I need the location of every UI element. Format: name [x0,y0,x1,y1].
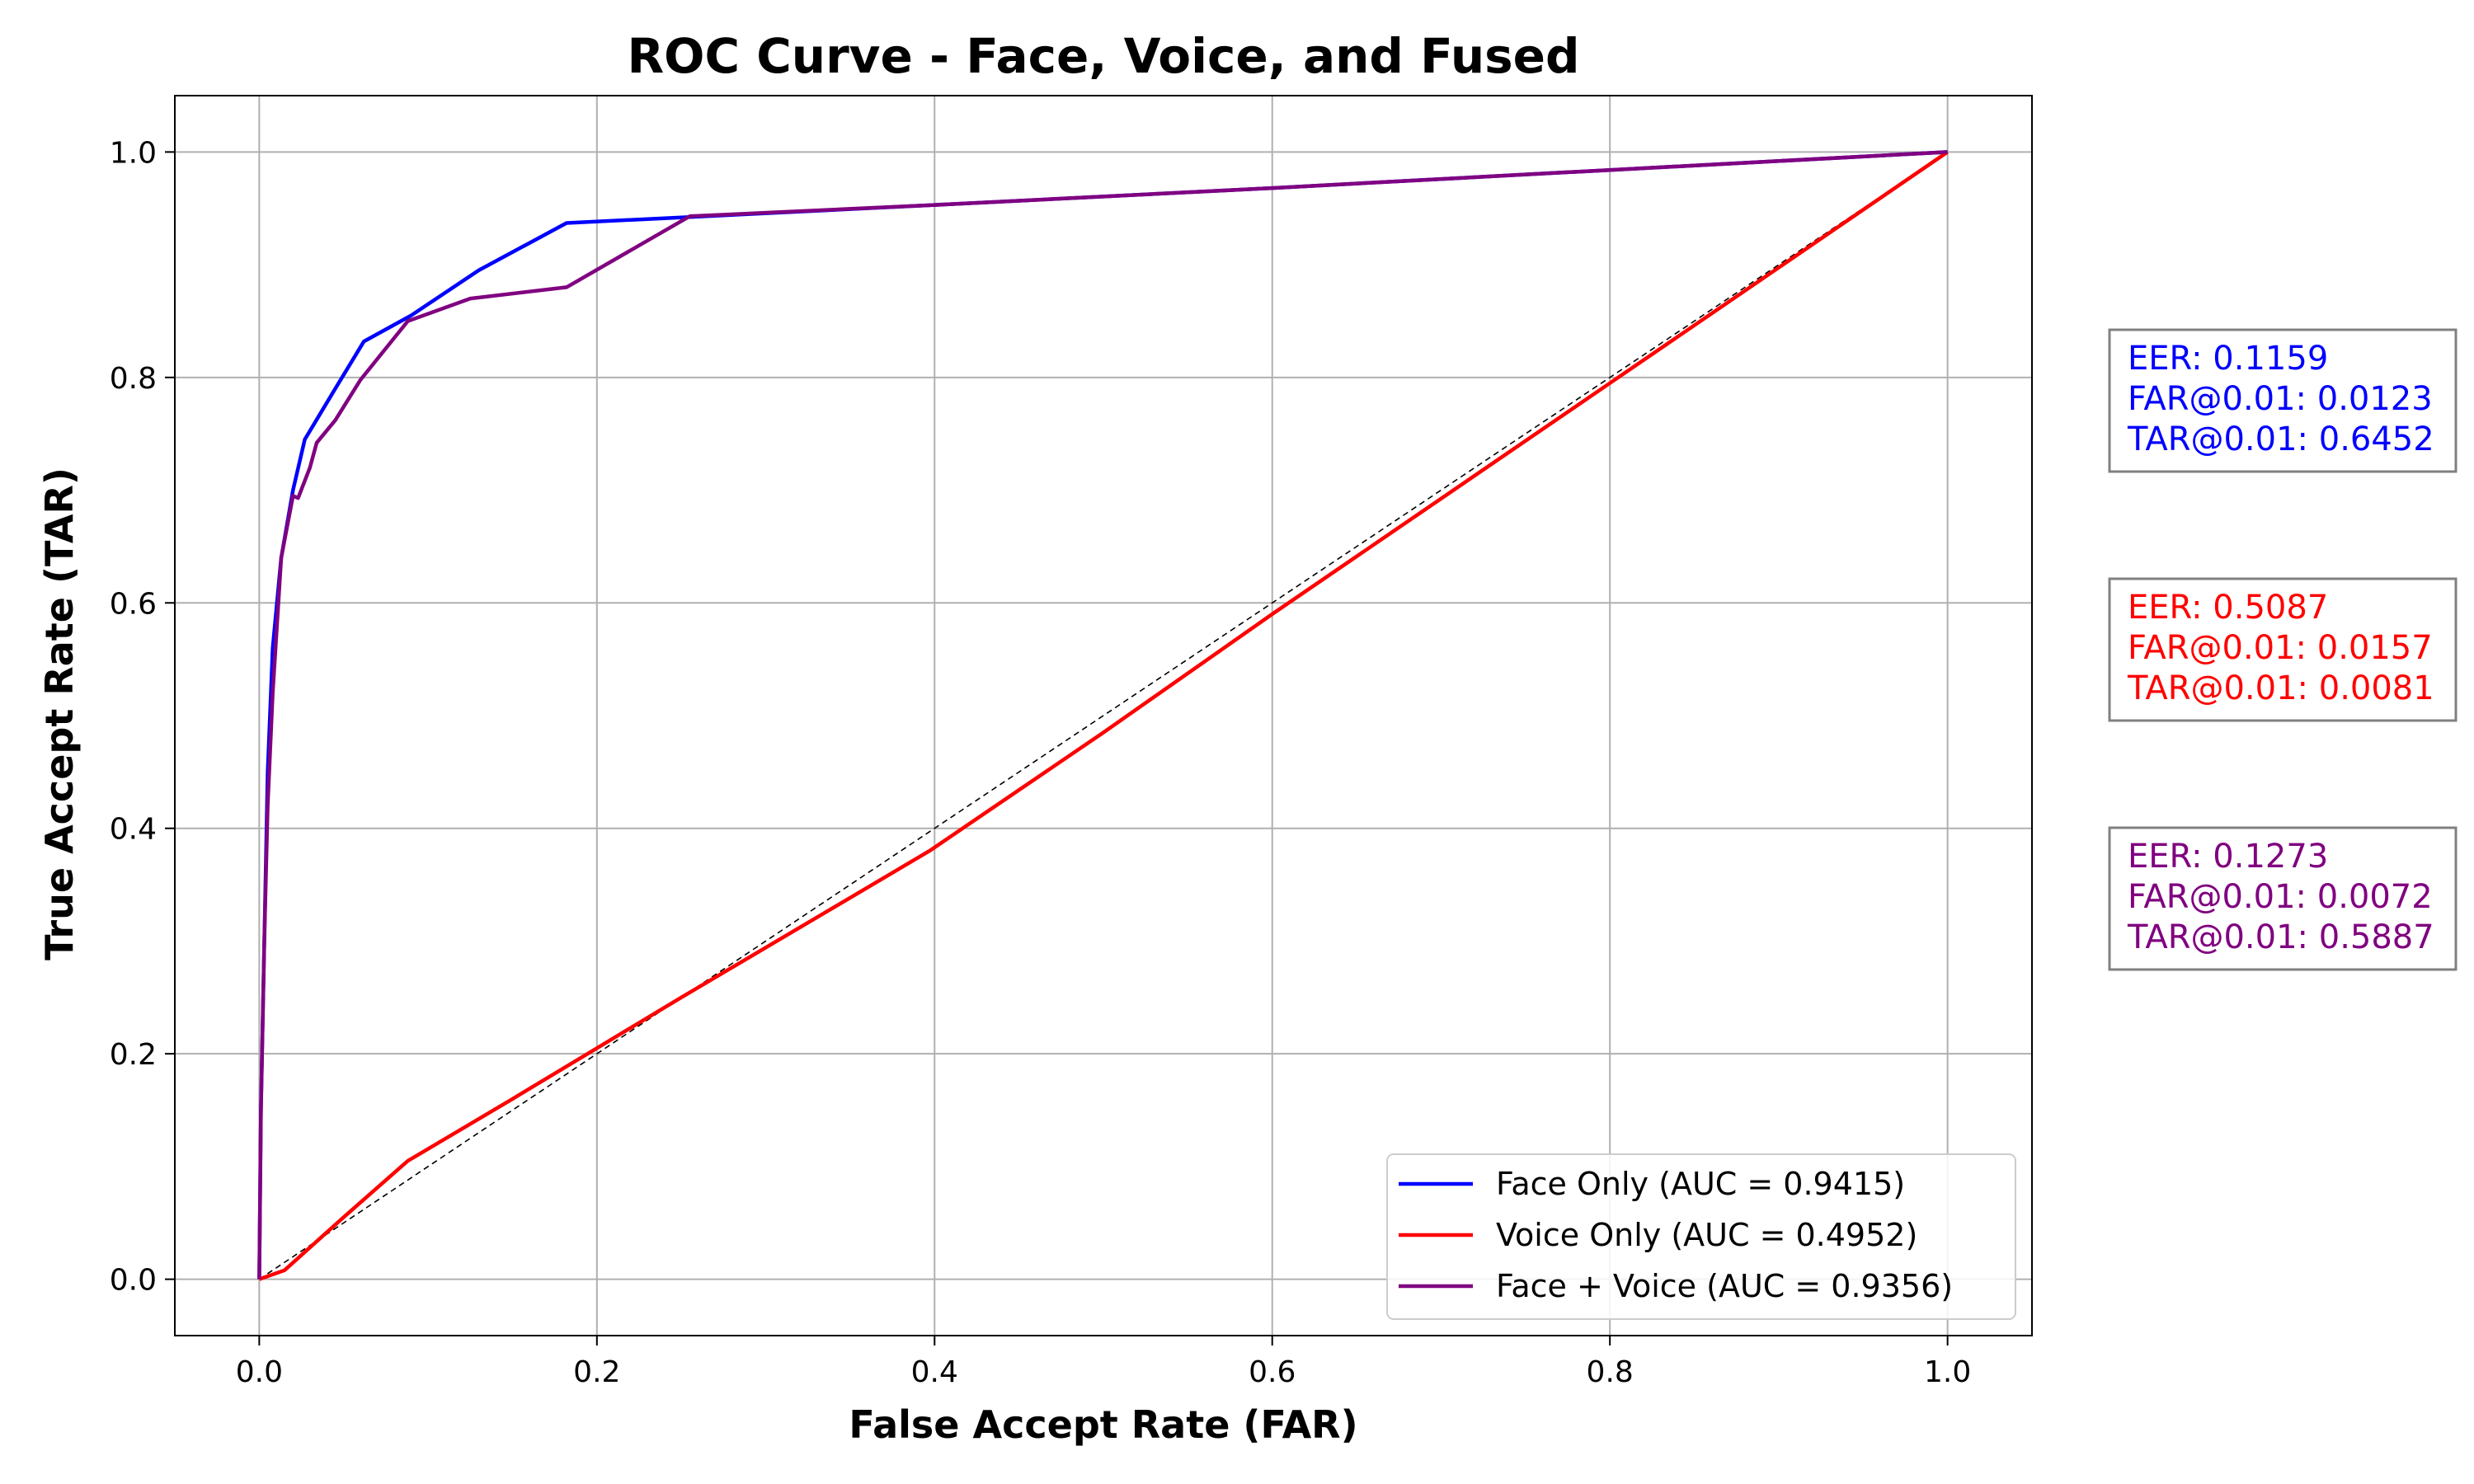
y-tick-label: 1.0 [110,136,157,170]
legend-entry: Face Only (AUC = 0.9415) [1496,1166,1905,1202]
series-line-2 [257,150,1948,1280]
metric-line: TAR@0.01: 0.0081 [2127,669,2434,707]
metric-line: EER: 0.1159 [2128,340,2328,378]
legend-entry: Face + Voice (AUC = 0.9356) [1496,1268,1953,1304]
legend-frame [1386,1153,2016,1320]
y-tick-label: 0.6 [110,587,157,621]
metric-line: FAR@0.01: 0.0123 [2128,380,2433,418]
axis-ticks: 0.0 0.2 0.4 0.6 0.8 1.0 0.0 0.2 0.4 0.6 0.8 1.0 [110,136,1972,1389]
plot-frame [174,95,2033,1336]
y-tick-label: 0.8 [110,362,157,396]
series-line-1 [258,150,1949,1281]
metric-box [2108,826,2458,971]
x-tick-label: 0.0 [236,1355,283,1389]
grid [175,96,2032,1336]
metric-box [2108,577,2458,722]
x-tick-label: 0.8 [1587,1355,1634,1389]
y-tick-label: 0.4 [110,813,157,847]
x-axis-title: False Accept Rate (FAR) [849,1402,1357,1447]
y-axis-title: True Accept Rate (TAR) [37,467,82,960]
x-tick-label: 1.0 [1924,1355,1971,1389]
diagonal-reference [258,151,1949,1280]
metric-box [2108,328,2458,473]
series-lines [257,150,1949,1281]
metric-line: FAR@0.01: 0.0072 [2128,878,2433,916]
x-tick-label: 0.6 [1249,1355,1296,1389]
metric-line: TAR@0.01: 0.5887 [2127,918,2434,956]
metric-line: TAR@0.01: 0.6452 [2127,420,2434,458]
y-tick-label: 0.2 [110,1038,157,1072]
legend-entry: Voice Only (AUC = 0.4952) [1496,1217,1917,1253]
metric-line: EER: 0.1273 [2128,838,2328,876]
metric-line: FAR@0.01: 0.0157 [2128,629,2433,667]
legend: Face Only (AUC = 0.9415) Voice Only (AUC … [1386,1153,2016,1320]
diagonal-reference-line [258,151,1949,1280]
x-tick-label: 0.2 [573,1355,620,1389]
x-tick-label: 0.4 [911,1355,958,1389]
chart-title: ROC Curve - Face, Voice, and Fused [627,28,1579,84]
metric-line: EER: 0.5087 [2128,589,2328,627]
y-tick-label: 0.0 [110,1264,157,1298]
